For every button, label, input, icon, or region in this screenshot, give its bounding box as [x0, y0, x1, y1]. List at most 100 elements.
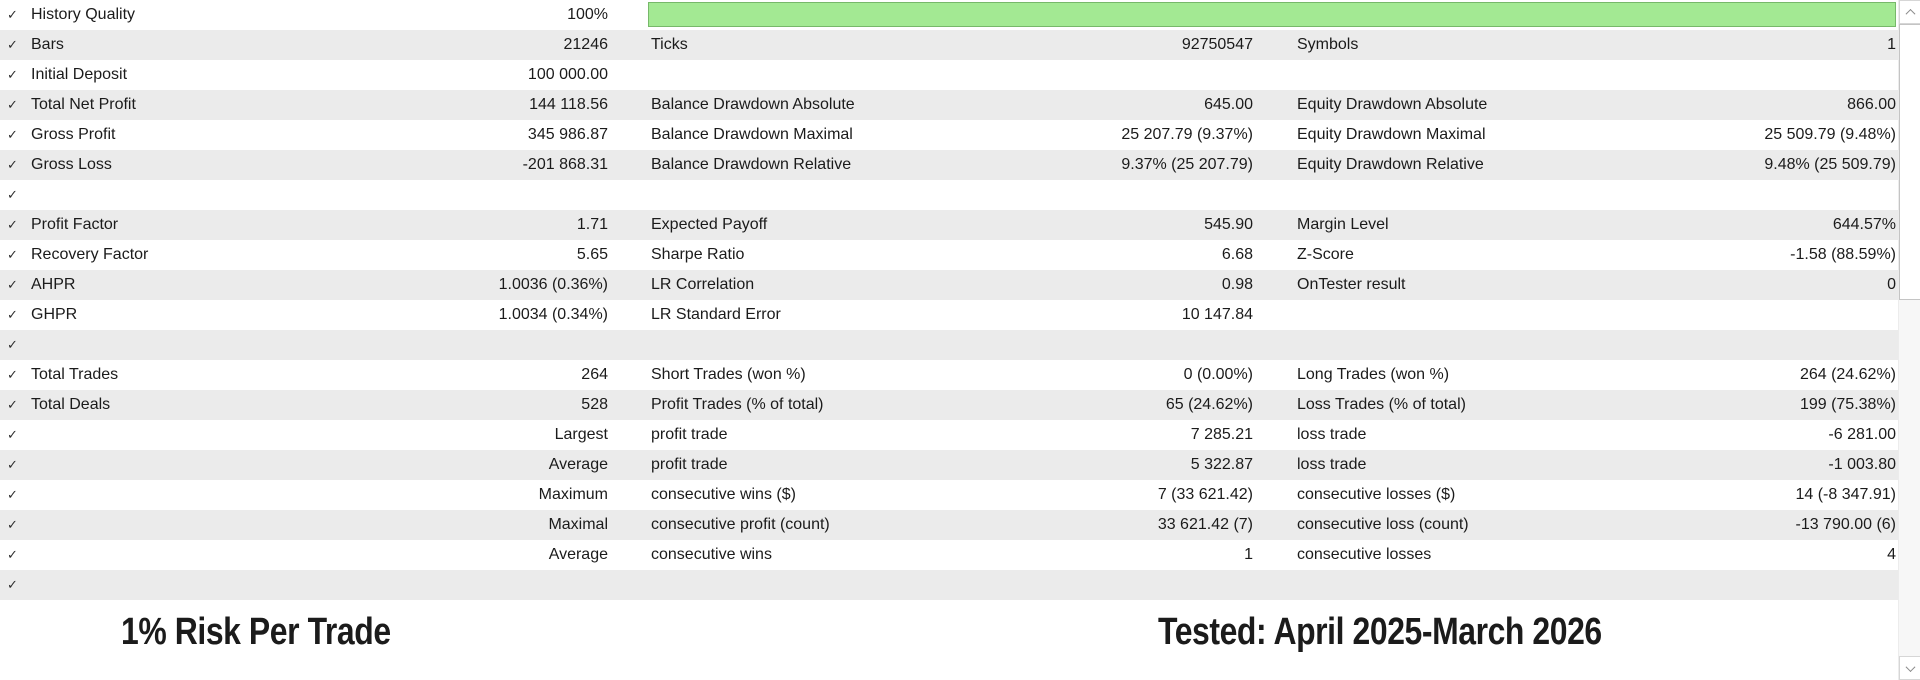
- table-row: ✓: [0, 180, 1898, 210]
- table-row: ✓ Profit Factor 1.71 Expected Payoff 545.90 M…: [0, 210, 1898, 240]
- table-row: ✓ AHPR 1.0036 (0.36%) LR Correlation 0.98 OnT…: [0, 270, 1898, 300]
- table-row: ✓ Gross Loss -201 868.31 Balance Drawdown R…: [0, 150, 1898, 180]
- row-value: Average: [548, 546, 608, 563]
- chevron-up-icon: [1905, 8, 1915, 19]
- row-label: Gross Loss: [31, 156, 112, 173]
- row-label: Symbols: [1297, 36, 1359, 53]
- row-label: History Quality: [31, 6, 136, 23]
- row-value: Maximal: [548, 516, 608, 533]
- row-value: 1.0036 (0.36%): [498, 276, 608, 293]
- row-value: 92750547: [1181, 36, 1253, 53]
- scroll-down-button[interactable]: [1899, 656, 1920, 680]
- row-value: 199 (75.38%): [1799, 396, 1896, 413]
- row-value: 25 509.79 (9.48%): [1764, 126, 1896, 143]
- check-icon: ✓: [7, 487, 18, 502]
- check-icon: ✓: [7, 127, 18, 142]
- table-rows-container: ✓ Bars 21246 Ticks 92750547 Symbols 1 ✓ Initial …: [0, 30, 1898, 600]
- row-label: Balance Drawdown Maximal: [651, 126, 853, 143]
- table-row: ✓ Initial Deposit 100 000.00: [0, 60, 1898, 90]
- table-row: ✓ Gross Profit 345 986.87 Balance Drawdown …: [0, 120, 1898, 150]
- row-value: -201 868.31: [522, 156, 608, 173]
- table-row: ✓ Recovery Factor 5.65 Sharpe Ratio 6.68 Z-Sc…: [0, 240, 1898, 270]
- row-label: Sharpe Ratio: [651, 246, 745, 263]
- check-icon: ✓: [7, 187, 18, 202]
- row-value: 1: [1887, 36, 1896, 53]
- row-value: Largest: [554, 426, 608, 443]
- check-icon: ✓: [7, 367, 18, 382]
- row-label: Profit Trades (% of total): [651, 396, 824, 413]
- row-label: Equity Drawdown Maximal: [1297, 126, 1486, 143]
- table-row: ✓ Total Net Profit 144 118.56 Balance Drawd…: [0, 90, 1898, 120]
- scroll-up-button[interactable]: [1899, 0, 1920, 24]
- row-label: Margin Level: [1297, 216, 1389, 233]
- row-value: 144 118.56: [529, 96, 608, 113]
- vertical-scrollbar[interactable]: [1898, 0, 1920, 680]
- row-value: 5.65: [576, 246, 608, 263]
- row-label: Recovery Factor: [31, 246, 149, 263]
- row-value: 545.90: [1204, 216, 1253, 233]
- chevron-down-icon: [1905, 661, 1915, 672]
- row-value: 1.0034 (0.34%): [498, 306, 608, 323]
- row-label: Loss Trades (% of total): [1297, 396, 1466, 413]
- row-label: profit trade: [651, 456, 728, 473]
- row-label: LR Standard Error: [651, 306, 781, 323]
- row-label: consecutive wins: [651, 546, 772, 563]
- check-icon: ✓: [7, 517, 18, 532]
- row-value: 65 (24.62%): [1165, 396, 1253, 413]
- check-icon: ✓: [7, 397, 18, 412]
- row-value: 0: [1887, 276, 1896, 293]
- row-value: 25 207.79 (9.37%): [1121, 126, 1253, 143]
- check-icon: ✓: [7, 307, 18, 322]
- row-value: 21246: [563, 36, 609, 53]
- row-value: 9.37% (25 207.79): [1121, 156, 1253, 173]
- row-label: Gross Profit: [31, 126, 116, 143]
- results-table: ✓ History Quality 100% ✓ Bars 21246 Ticks 92…: [0, 0, 1898, 600]
- row-label: consecutive loss (count): [1297, 516, 1469, 533]
- row-value: 9.48% (25 509.79): [1764, 156, 1896, 173]
- check-icon: ✓: [7, 427, 18, 442]
- row-value: -6 281.00: [1828, 426, 1896, 443]
- row-label: loss trade: [1297, 426, 1367, 443]
- row-value: 345 986.87: [527, 126, 608, 143]
- row-value: 33 621.42 (7): [1157, 516, 1253, 533]
- risk-caption: 1% Risk Per Trade: [121, 611, 391, 653]
- history-quality-bar: [648, 2, 1896, 27]
- row-value: 1.71: [576, 216, 608, 233]
- row-label: Bars: [31, 36, 64, 53]
- check-icon: ✓: [7, 7, 18, 22]
- row-label: Long Trades (won %): [1297, 366, 1450, 383]
- check-icon: ✓: [7, 37, 18, 52]
- row-value: 14 (-8 347.91): [1795, 486, 1896, 503]
- row-label: Short Trades (won %): [651, 366, 806, 383]
- row-value: 4: [1887, 546, 1896, 563]
- check-icon: ✓: [7, 67, 18, 82]
- row-value: 5 322.87: [1190, 456, 1253, 473]
- row-label: Total Deals: [31, 396, 111, 413]
- check-icon: ✓: [7, 577, 18, 592]
- row-label: consecutive wins ($): [651, 486, 796, 503]
- row-value: 264 (24.62%): [1799, 366, 1896, 383]
- row-label: Balance Drawdown Absolute: [651, 96, 855, 113]
- check-icon: ✓: [7, 247, 18, 262]
- row-value: 1: [1244, 546, 1253, 563]
- row-value: -1 003.80: [1828, 456, 1896, 473]
- table-row: ✓ Total Deals 528 Profit Trades (% of total…: [0, 390, 1898, 420]
- check-icon: ✓: [7, 337, 18, 352]
- row-value: 264: [581, 366, 608, 383]
- scrollbar-thumb[interactable]: [1899, 24, 1920, 300]
- row-value: 645.00: [1204, 96, 1253, 113]
- row-label: consecutive losses: [1297, 546, 1432, 563]
- row-label: Total Net Profit: [31, 96, 136, 113]
- check-icon: ✓: [7, 457, 18, 472]
- row-value: -1.58 (88.59%): [1790, 246, 1896, 263]
- row-value: 0 (0.00%): [1183, 366, 1253, 383]
- table-row: ✓ Average profit trade 5 322.87 loss trade -1…: [0, 450, 1898, 480]
- tested-period-caption: Tested: April 2025-March 2026: [1158, 611, 1602, 653]
- table-row-history-quality: ✓ History Quality 100%: [0, 0, 1898, 30]
- table-row: ✓ Largest profit trade 7 285.21 loss trade -6…: [0, 420, 1898, 450]
- row-value: 0.98: [1221, 276, 1253, 293]
- row-value: Average: [548, 456, 608, 473]
- row-label: loss trade: [1297, 456, 1367, 473]
- row-label: consecutive profit (count): [651, 516, 830, 533]
